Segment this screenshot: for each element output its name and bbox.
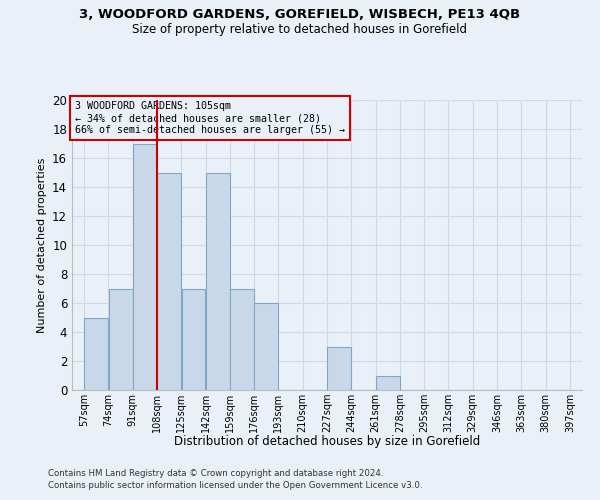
Text: Distribution of detached houses by size in Gorefield: Distribution of detached houses by size … — [174, 435, 480, 448]
Y-axis label: Number of detached properties: Number of detached properties — [37, 158, 47, 332]
Bar — [376, 376, 400, 390]
Text: 3, WOODFORD GARDENS, GOREFIELD, WISBECH, PE13 4QB: 3, WOODFORD GARDENS, GOREFIELD, WISBECH,… — [79, 8, 521, 20]
Bar — [133, 144, 157, 390]
Bar — [85, 318, 108, 390]
Bar — [157, 172, 181, 390]
Bar — [109, 288, 133, 390]
Text: Contains public sector information licensed under the Open Government Licence v3: Contains public sector information licen… — [48, 481, 422, 490]
Text: Size of property relative to detached houses in Gorefield: Size of property relative to detached ho… — [133, 22, 467, 36]
Text: 3 WOODFORD GARDENS: 105sqm
← 34% of detached houses are smaller (28)
66% of semi: 3 WOODFORD GARDENS: 105sqm ← 34% of deta… — [74, 102, 344, 134]
Bar — [206, 172, 230, 390]
Bar — [230, 288, 254, 390]
Text: Contains HM Land Registry data © Crown copyright and database right 2024.: Contains HM Land Registry data © Crown c… — [48, 468, 383, 477]
Bar — [182, 288, 205, 390]
Bar — [254, 303, 278, 390]
Bar — [327, 346, 351, 390]
